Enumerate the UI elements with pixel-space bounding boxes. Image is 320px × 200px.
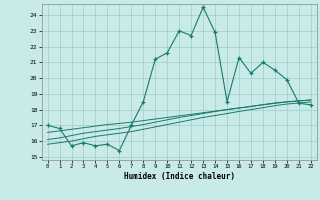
X-axis label: Humidex (Indice chaleur): Humidex (Indice chaleur): [124, 172, 235, 181]
